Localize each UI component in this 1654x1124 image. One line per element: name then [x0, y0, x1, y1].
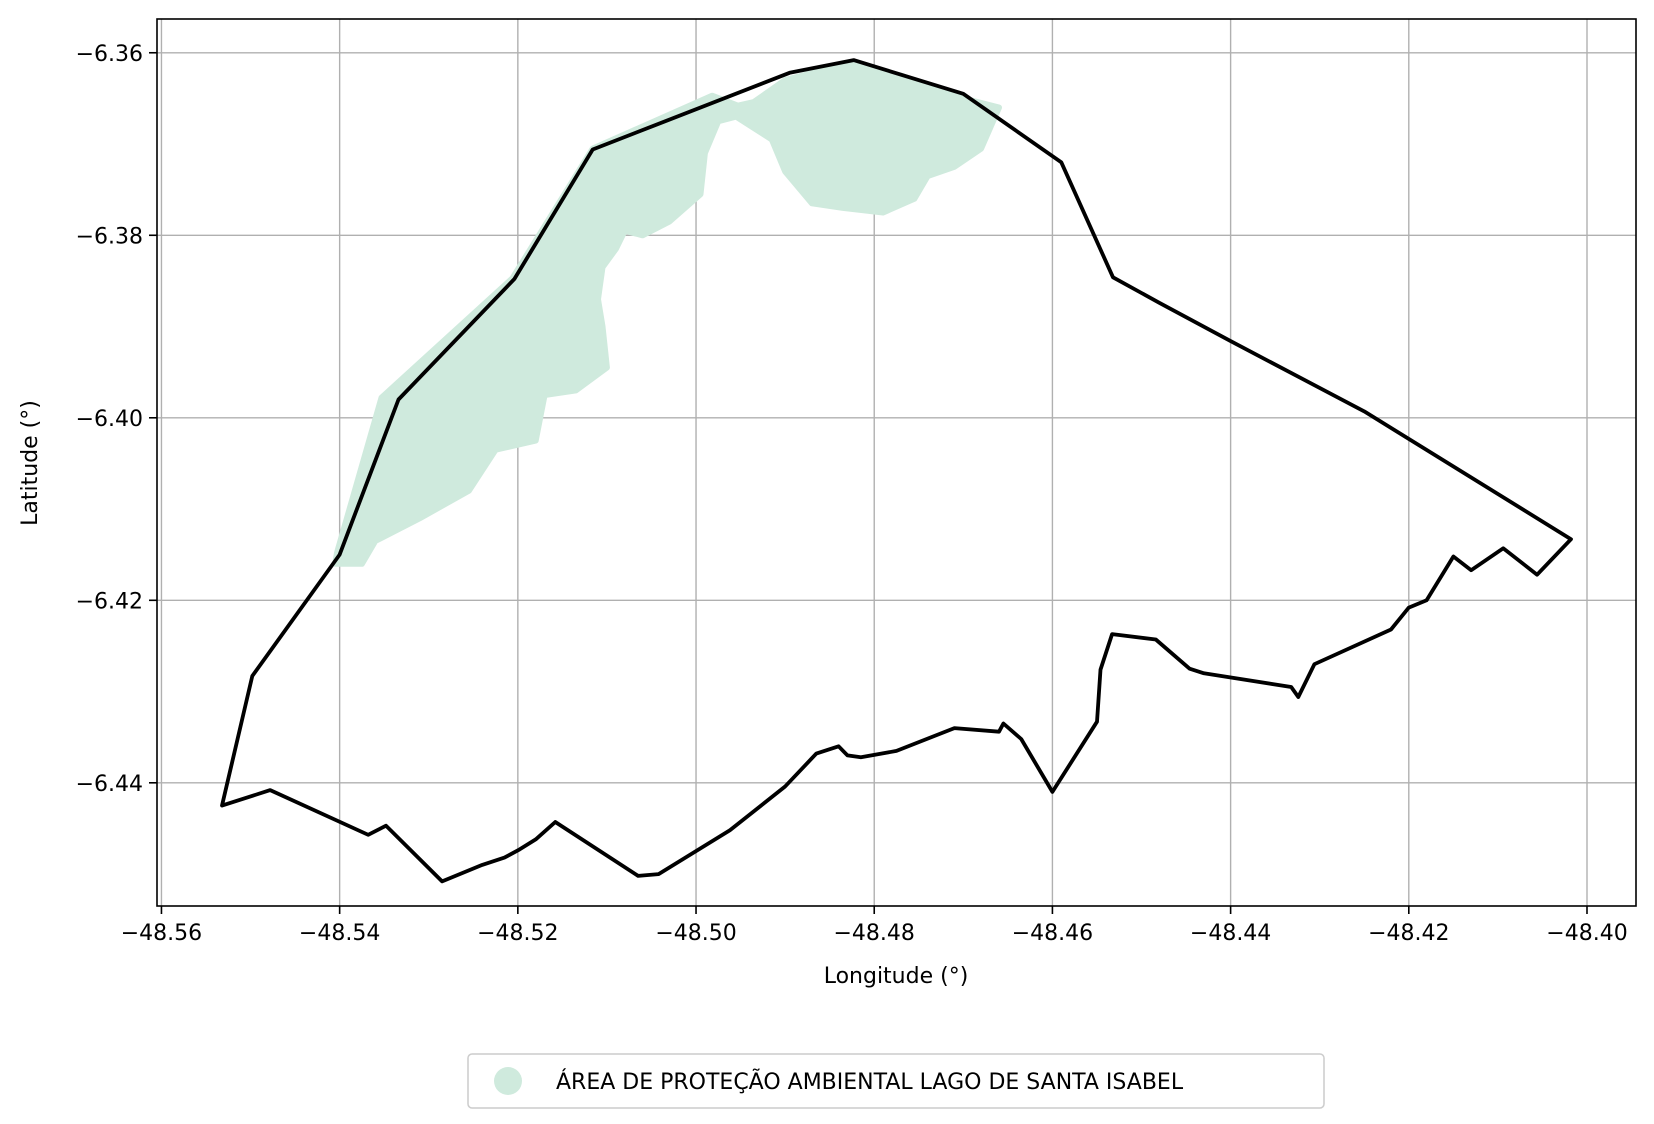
boundary-layer [220, 58, 1573, 884]
y-tick-label-2: −6.40 [76, 407, 143, 432]
x-tick-label-4: −48.48 [834, 921, 915, 946]
x-tick-label-3: −48.50 [655, 921, 736, 946]
boundary-polygon [220, 58, 1573, 884]
legend: ÁREA DE PROTEÇÃO AMBIENTAL LAGO DE SANTA… [467, 1053, 1325, 1109]
x-tick-label-0: −48.56 [121, 921, 202, 946]
plot-frame [156, 18, 1637, 907]
y-tick-label-3: −6.42 [76, 589, 143, 614]
y-tick-label-4: −6.44 [76, 772, 143, 797]
x-tick-label-8: −48.40 [1546, 921, 1627, 946]
x-axis-label: Longitude (°) [824, 964, 969, 989]
legend-swatch-protected-area [494, 1067, 522, 1095]
y-axis-label: Latitude (°) [18, 400, 43, 526]
x-tick-label-7: −48.42 [1368, 921, 1449, 946]
protected-area-layer [332, 60, 1002, 567]
x-tick-label-1: −48.54 [299, 921, 380, 946]
protected-area-polygon [332, 60, 1002, 567]
y-tick-label-1: −6.38 [76, 224, 143, 249]
y-axis-ticks: −6.36 −6.38 −6.40 −6.42 −6.44 [76, 42, 157, 797]
x-tick-label-2: −48.52 [477, 921, 558, 946]
legend-frame [467, 1053, 1325, 1109]
legend-label-protected-area: ÁREA DE PROTEÇÃO AMBIENTAL LAGO DE SANTA… [556, 1068, 1184, 1095]
x-tick-label-6: −48.44 [1190, 921, 1271, 946]
x-axis-ticks: −48.56 −48.54 −48.52 −48.50 −48.48 −48.46 −48.… [121, 906, 1628, 946]
x-tick-label-5: −48.46 [1012, 921, 1093, 946]
y-tick-label-0: −6.36 [76, 42, 143, 67]
